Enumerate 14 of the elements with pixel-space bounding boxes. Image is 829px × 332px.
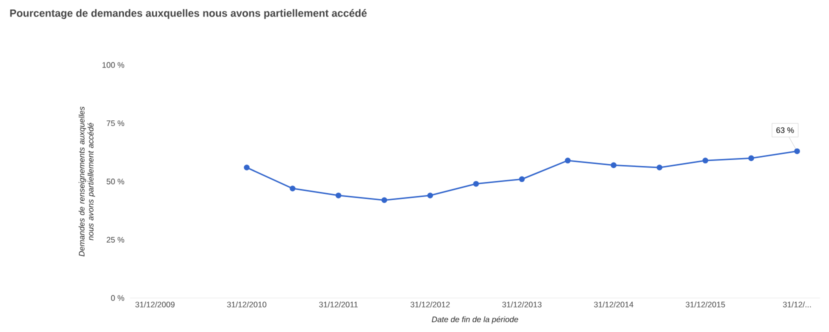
point (564, 158, 571, 164)
point (290, 186, 296, 192)
point (244, 164, 250, 170)
chart-title: Pourcentage de demandes auxquelles nous avons partiellement accédé (10, 9, 367, 19)
point (794, 148, 800, 154)
point (473, 180, 479, 187)
point (427, 192, 434, 198)
point (381, 197, 388, 204)
point (519, 176, 525, 182)
point (336, 192, 342, 198)
point (748, 155, 754, 162)
point (702, 158, 708, 164)
point (656, 164, 662, 170)
point (610, 162, 617, 168)
